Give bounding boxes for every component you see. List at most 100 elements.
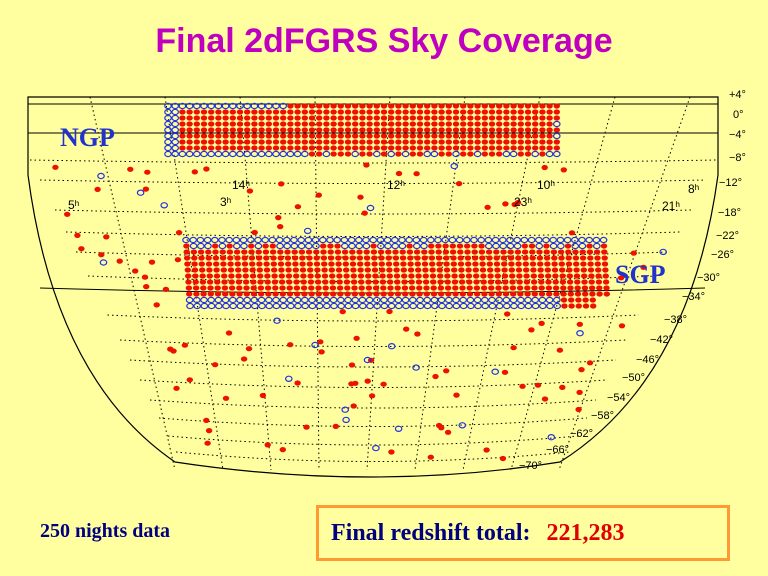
- field-open: [189, 242, 198, 250]
- field-observed: [452, 121, 460, 127]
- field-observed: [431, 133, 438, 139]
- dec-line: [119, 339, 627, 347]
- field-observed: [494, 273, 501, 279]
- field-observed: [241, 255, 248, 261]
- field-open: [193, 150, 201, 158]
- field-observed: [323, 121, 330, 127]
- field-open: [513, 242, 522, 250]
- field-observed: [323, 133, 330, 139]
- field-observed: [183, 255, 191, 261]
- field-open: [430, 150, 439, 158]
- field-observed: [529, 255, 536, 261]
- field-observed: [386, 279, 394, 285]
- field-open: [315, 302, 324, 310]
- field-open: [236, 302, 245, 310]
- field-observed: [481, 127, 488, 133]
- field-observed: [501, 273, 509, 279]
- field-observed: [208, 109, 215, 115]
- field-observed: [205, 255, 212, 261]
- field-observed: [372, 273, 379, 279]
- ra-label: 12ʰ: [387, 178, 405, 192]
- field-observed: [502, 279, 509, 285]
- field-observed: [496, 139, 503, 145]
- field-observed: [255, 255, 263, 261]
- field-observed: [545, 279, 552, 285]
- field-observed: [386, 267, 393, 273]
- field-open: [351, 150, 360, 158]
- field-observed: [465, 261, 472, 267]
- field-observed: [486, 261, 493, 267]
- field-observed: [258, 127, 265, 133]
- field-open: [390, 236, 399, 244]
- field-observed: [280, 115, 287, 121]
- field-open: [211, 236, 219, 244]
- field-open: [556, 236, 565, 244]
- field-observed: [395, 115, 402, 121]
- field-open: [232, 236, 241, 244]
- field-open: [524, 302, 533, 310]
- field-observed: [212, 255, 220, 261]
- field-open: [257, 102, 266, 110]
- field-observed: [198, 261, 205, 267]
- field-open: [474, 302, 482, 310]
- field-observed: [211, 362, 219, 368]
- field-observed: [248, 243, 255, 249]
- field-observed: [250, 285, 257, 291]
- field-open: [214, 296, 223, 304]
- field-observed: [587, 267, 595, 273]
- field-observed: [567, 285, 574, 291]
- field-observed: [192, 279, 199, 285]
- field-observed: [251, 145, 258, 151]
- field-observed: [330, 103, 337, 109]
- field-open: [498, 236, 507, 244]
- field-observed: [523, 273, 530, 279]
- field-observed: [394, 285, 401, 291]
- field-open: [358, 296, 367, 304]
- field-observed: [353, 335, 360, 341]
- field-observed: [422, 267, 429, 273]
- field-observed: [393, 267, 400, 273]
- field-open: [491, 368, 500, 375]
- field-observed: [451, 267, 458, 273]
- field-observed: [259, 392, 267, 399]
- field-open: [452, 296, 460, 304]
- field-observed: [373, 115, 380, 121]
- field-observed: [517, 145, 524, 151]
- field-observed: [315, 192, 322, 198]
- field-observed: [466, 285, 473, 291]
- field-observed: [510, 109, 517, 115]
- field-observed: [272, 127, 280, 133]
- field-observed: [595, 279, 603, 285]
- field-open: [290, 242, 299, 250]
- dec-line: [87, 275, 659, 282]
- field-observed: [366, 145, 373, 151]
- dec-label: −8°: [729, 152, 746, 164]
- field-observed: [272, 121, 280, 127]
- field-observed: [467, 103, 474, 109]
- field-open: [438, 302, 446, 310]
- field-open: [318, 236, 327, 244]
- field-observed: [539, 109, 546, 115]
- field-observed: [640, 264, 647, 270]
- field-observed: [370, 243, 377, 249]
- field-observed: [588, 279, 595, 285]
- field-observed: [528, 327, 535, 333]
- field-observed: [438, 103, 445, 109]
- field-observed: [460, 145, 467, 151]
- field-observed: [294, 121, 301, 127]
- field-observed: [460, 127, 467, 133]
- field-open: [300, 296, 309, 304]
- field-open: [477, 236, 486, 244]
- field-open: [178, 150, 187, 158]
- field-observed: [395, 103, 402, 109]
- field-observed: [481, 151, 488, 157]
- field-observed: [244, 127, 251, 133]
- field-observed: [315, 291, 322, 297]
- field-observed: [523, 279, 531, 285]
- field-observed: [337, 139, 344, 145]
- field-observed: [529, 249, 536, 255]
- field-observed: [251, 139, 258, 145]
- field-observed: [142, 186, 150, 192]
- field-open: [193, 296, 201, 304]
- field-open: [531, 296, 540, 304]
